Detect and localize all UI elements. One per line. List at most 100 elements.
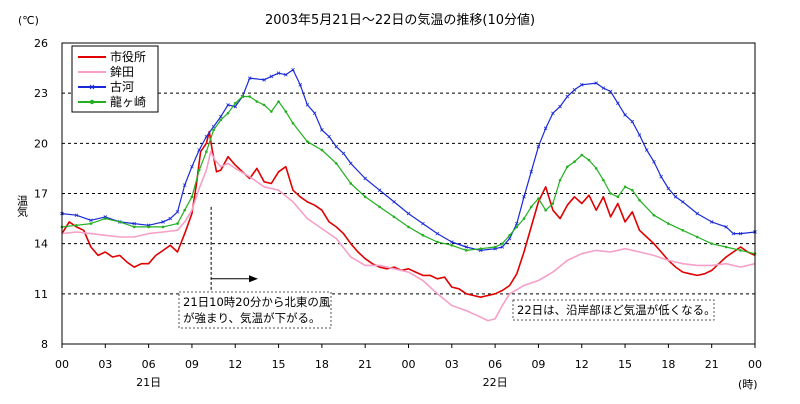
data-point [291,121,295,125]
data-point [652,159,656,164]
data-point [147,225,150,229]
data-point [341,151,346,156]
x-tick-label: 03 [98,358,112,371]
y-tick-label: 17 [34,188,48,201]
data-point [709,220,714,224]
data-point [262,103,266,107]
data-point [89,218,93,223]
data-point [616,195,620,199]
y-tick-label: 20 [34,137,48,150]
data-point [168,216,173,221]
x-tick-label: 00 [748,358,762,371]
data-point [436,240,439,244]
data-point [536,144,541,149]
y-tick-label: 14 [34,238,48,251]
data-point [594,167,598,170]
legend-label: 龍ヶ崎 [110,94,146,109]
y-unit-label: (℃) [18,14,39,27]
data-point [283,72,288,77]
data-point [601,86,606,90]
x-tick-label: 15 [618,358,632,371]
legend-marker [89,99,95,105]
series-4 [60,95,757,255]
annotation-text: 22日は、沿岸部ほど気温が低くなる。 [517,303,716,317]
data-point [724,225,728,229]
series-lines [60,67,757,322]
data-point [421,234,425,237]
x-tick-label: 21 [358,358,372,371]
x-tick-label: 12 [228,358,242,371]
annotation-frame [178,291,332,329]
data-point [378,205,381,209]
data-point [602,178,605,182]
series-line [61,150,756,322]
legend-item: 市役所 [78,49,146,64]
data-point [348,161,353,166]
legend-label: 市役所 [110,49,146,64]
data-point [587,158,591,162]
plot-frame [61,42,756,345]
data-point [132,221,136,226]
data-point [544,208,547,212]
data-point [421,221,425,226]
data-point [407,225,410,229]
data-point [710,242,713,245]
gridlines [62,92,755,295]
legend-item: 龍ヶ崎 [78,94,146,109]
data-point [739,249,742,252]
data-point [205,150,208,153]
data-point [204,134,209,139]
x-tick-label: 15 [272,358,286,371]
data-point [197,168,201,172]
data-point [623,113,627,117]
data-point [500,245,505,249]
data-point [537,197,540,200]
data-point [219,118,223,122]
series-line [61,69,756,251]
data-point [75,223,78,227]
x-tick-label: 00 [402,358,416,371]
y-tick-label: 23 [34,87,48,100]
legend-item: 鉾田 [78,64,134,79]
x-tick-label: 09 [531,358,545,371]
data-point [638,198,641,202]
data-point [320,148,324,152]
x-tick-label: 21 [705,358,719,371]
data-point [262,78,266,82]
data-point [277,100,280,103]
data-point [529,205,533,209]
x-tick-label: 00 [55,358,69,371]
x-tick-label: 09 [185,358,199,371]
data-point [551,202,555,205]
data-point [515,225,519,229]
series-3 [60,67,757,253]
data-point [89,222,93,225]
data-point [248,95,251,98]
data-point [623,185,627,189]
data-point [255,100,259,103]
data-point [392,200,396,204]
data-point [637,133,642,137]
data-point [190,164,194,169]
data-point [508,234,511,237]
data-point [616,101,620,105]
annotation-box-2: 22日は、沿岸部ほど気温が低くなる。 [512,299,716,321]
data-point [493,245,497,249]
data-point [74,213,79,218]
y-tick-label: 8 [41,338,48,351]
data-point [543,126,548,131]
annotation-frame [512,299,715,321]
data-point [580,153,584,157]
data-point [176,222,179,225]
data-point [666,186,671,191]
legend-label: 鉾田 [110,64,134,79]
data-point [219,114,223,119]
x-tick-label: 12 [575,358,589,371]
data-point [363,176,367,181]
x-tick-label: 03 [445,358,459,371]
data-point [435,231,440,236]
data-point [464,249,468,252]
data-point [731,231,736,236]
